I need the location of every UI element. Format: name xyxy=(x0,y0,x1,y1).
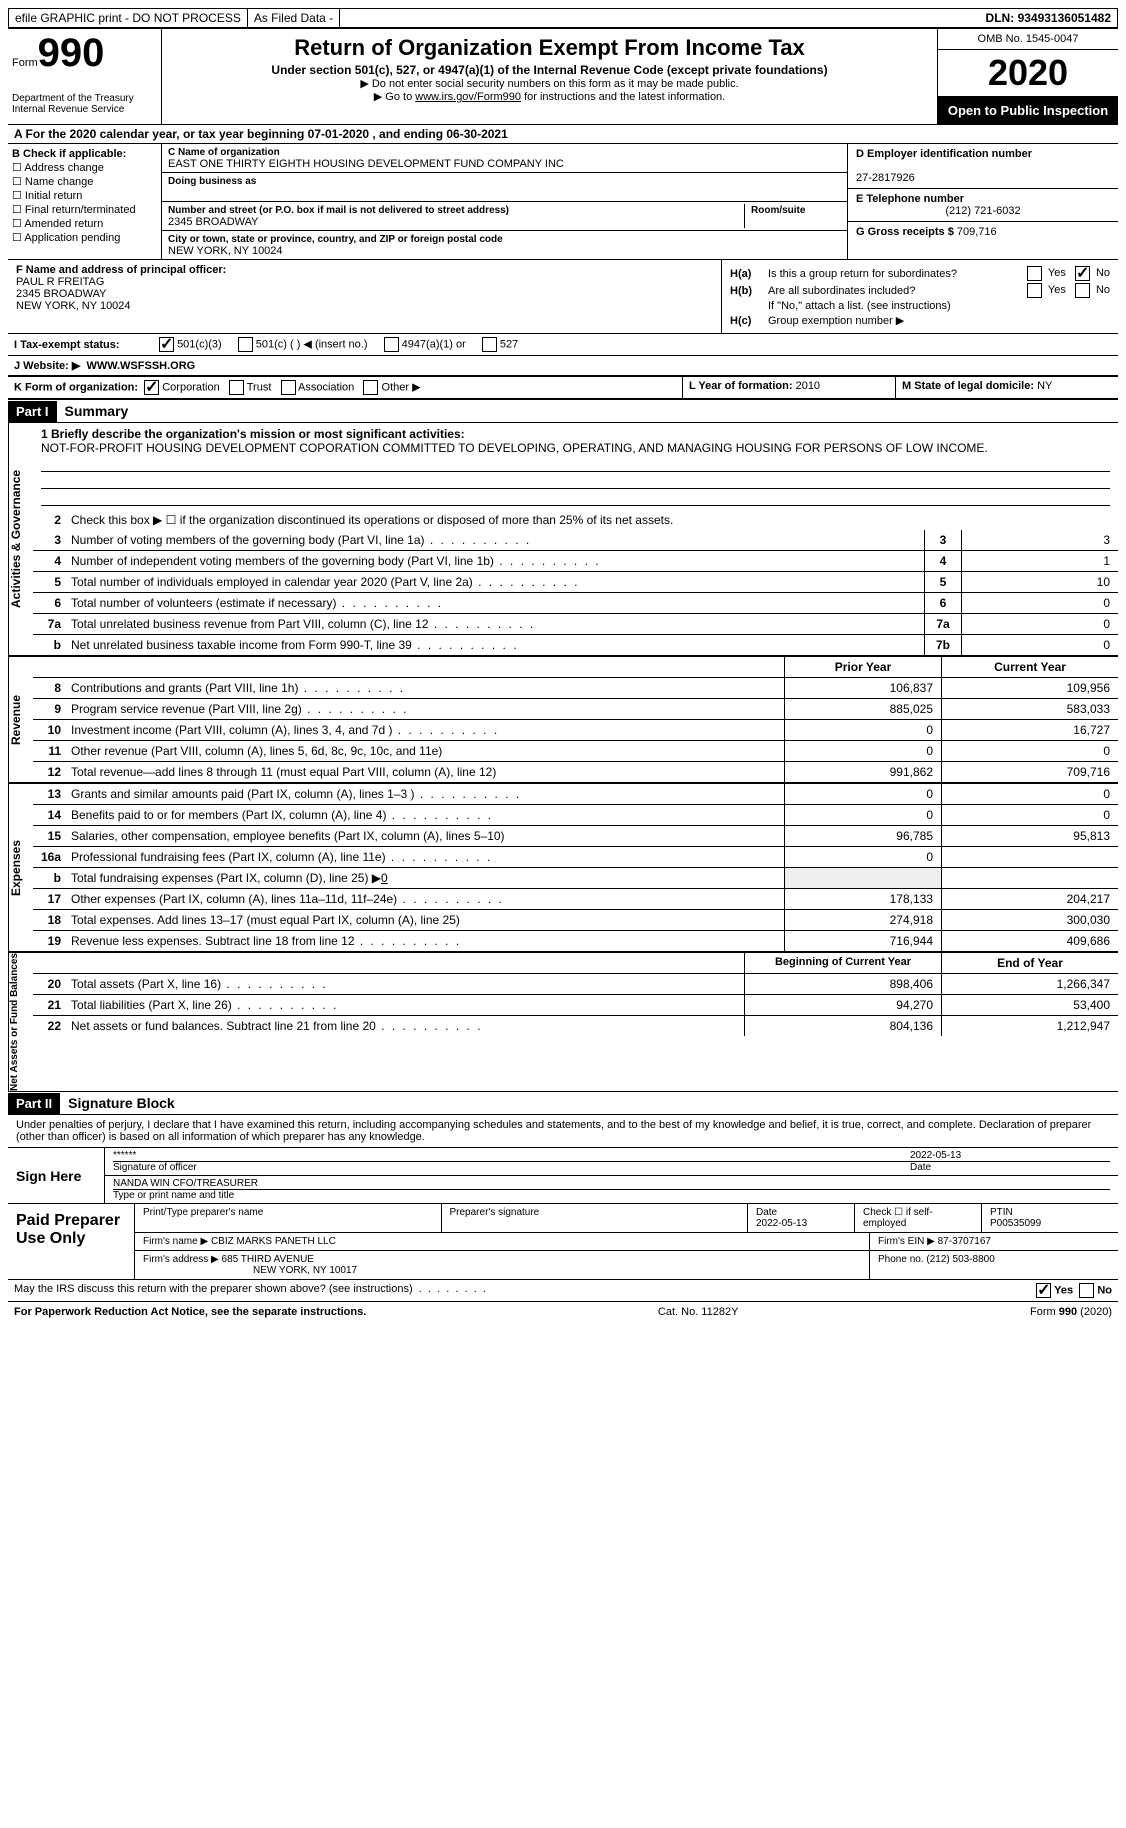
chk-final: ☐ Final return/terminated xyxy=(12,203,157,216)
website: WWW.WSFSSH.ORG xyxy=(86,360,195,372)
omb-number: OMB No. 1545-0047 xyxy=(938,29,1118,50)
tab-netassets: Net Assets or Fund Balances xyxy=(8,953,33,1091)
note-1: ▶ Do not enter social security numbers o… xyxy=(172,77,927,90)
hb-no xyxy=(1075,283,1090,298)
form-title: Return of Organization Exempt From Incom… xyxy=(172,35,927,61)
exp-table: Expenses 13Grants and similar amounts pa… xyxy=(8,784,1118,953)
rev-table: Revenue Prior YearCurrent Year 8Contribu… xyxy=(8,657,1118,784)
hb-yes xyxy=(1027,283,1042,298)
street: 2345 BROADWAY xyxy=(168,216,258,228)
ha-no xyxy=(1075,266,1090,281)
discuss-row: May the IRS discuss this return with the… xyxy=(8,1280,1118,1302)
city: NEW YORK, NY 10024 xyxy=(168,245,283,257)
k-corp xyxy=(144,380,159,395)
form-id-box: Form990 Department of the Treasury Inter… xyxy=(8,29,162,124)
row-i: I Tax-exempt status: 501(c)(3) 501(c) ( … xyxy=(8,334,1118,356)
tab-expenses: Expenses xyxy=(8,784,33,951)
dept-label: Department of the Treasury Internal Reve… xyxy=(12,93,157,115)
asfiled-label: As Filed Data - xyxy=(248,9,340,27)
ein: 27-2817926 xyxy=(856,172,915,184)
footer: For Paperwork Reduction Act Notice, see … xyxy=(8,1302,1118,1322)
col-d: D Employer identification number27-28179… xyxy=(848,144,1118,259)
line-a: A For the 2020 calendar year, or tax yea… xyxy=(8,125,1118,144)
open-to-public: Open to Public Inspection xyxy=(938,97,1118,124)
h-box: H(a)Is this a group return for subordina… xyxy=(722,260,1118,333)
chk-address: ☐ Address change xyxy=(12,161,157,174)
form-subtitle: Under section 501(c), 527, or 4947(a)(1)… xyxy=(172,63,927,77)
tax-year: 2020 xyxy=(938,50,1118,97)
sign-here-row: Sign Here ******Signature of officer 202… xyxy=(8,1148,1118,1204)
na-table: Net Assets or Fund Balances Beginning of… xyxy=(8,953,1118,1092)
phone: (212) 721-6032 xyxy=(856,205,1110,217)
row-j: J Website: ▶ WWW.WSFSSH.ORG xyxy=(8,356,1118,377)
i-501c3 xyxy=(159,337,174,352)
dln: DLN: 93493136051482 xyxy=(980,9,1117,27)
gov-table: Activities & Governance 1 Briefly descri… xyxy=(8,423,1118,657)
discuss-yes xyxy=(1036,1283,1051,1298)
efile-label: efile GRAPHIC print - DO NOT PROCESS xyxy=(9,9,248,27)
note-2: ▶ Go to www.irs.gov/Form990 for instruct… xyxy=(172,90,927,103)
right-header: OMB No. 1545-0047 2020 Open to Public In… xyxy=(937,29,1118,124)
col-c: C Name of organizationEAST ONE THIRTY EI… xyxy=(162,144,848,259)
row-klm: K Form of organization: Corporation Trus… xyxy=(8,377,1118,400)
sig-declaration: Under penalties of perjury, I declare th… xyxy=(8,1115,1118,1148)
title-box: Return of Organization Exempt From Incom… xyxy=(162,29,937,124)
org-name: EAST ONE THIRTY EIGHTH HOUSING DEVELOPME… xyxy=(168,158,564,170)
ha-yes xyxy=(1027,266,1042,281)
chk-pending: ☐ Application pending xyxy=(12,231,157,244)
tab-revenue: Revenue xyxy=(8,657,33,782)
part-ii-bar: Part II Signature Block xyxy=(8,1092,1118,1115)
tab-governance: Activities & Governance xyxy=(8,423,33,655)
irs-link[interactable]: www.irs.gov/Form990 xyxy=(415,91,521,103)
gross-receipts: 709,716 xyxy=(957,226,997,238)
f-box: F Name and address of principal officer:… xyxy=(8,260,722,333)
preparer-row: Paid Preparer Use Only Print/Type prepar… xyxy=(8,1204,1118,1280)
row-fh: F Name and address of principal officer:… xyxy=(8,260,1118,334)
part-i-bar: Part I Summary xyxy=(8,400,1118,423)
mission-block: 1 Briefly describe the organization's mi… xyxy=(33,423,1118,510)
col-b: B Check if applicable: ☐ Address change … xyxy=(8,144,162,259)
chk-amended: ☐ Amended return xyxy=(12,217,157,230)
chk-initial: ☐ Initial return xyxy=(12,189,157,202)
section-bcd: B Check if applicable: ☐ Address change … xyxy=(8,144,1118,260)
discuss-no xyxy=(1079,1283,1094,1298)
header-row: Form990 Department of the Treasury Inter… xyxy=(8,29,1118,125)
chk-name: ☐ Name change xyxy=(12,175,157,188)
top-bar: efile GRAPHIC print - DO NOT PROCESS As … xyxy=(8,8,1118,29)
